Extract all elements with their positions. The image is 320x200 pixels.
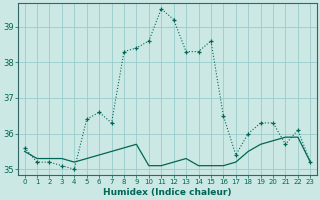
X-axis label: Humidex (Indice chaleur): Humidex (Indice chaleur) (103, 188, 232, 197)
